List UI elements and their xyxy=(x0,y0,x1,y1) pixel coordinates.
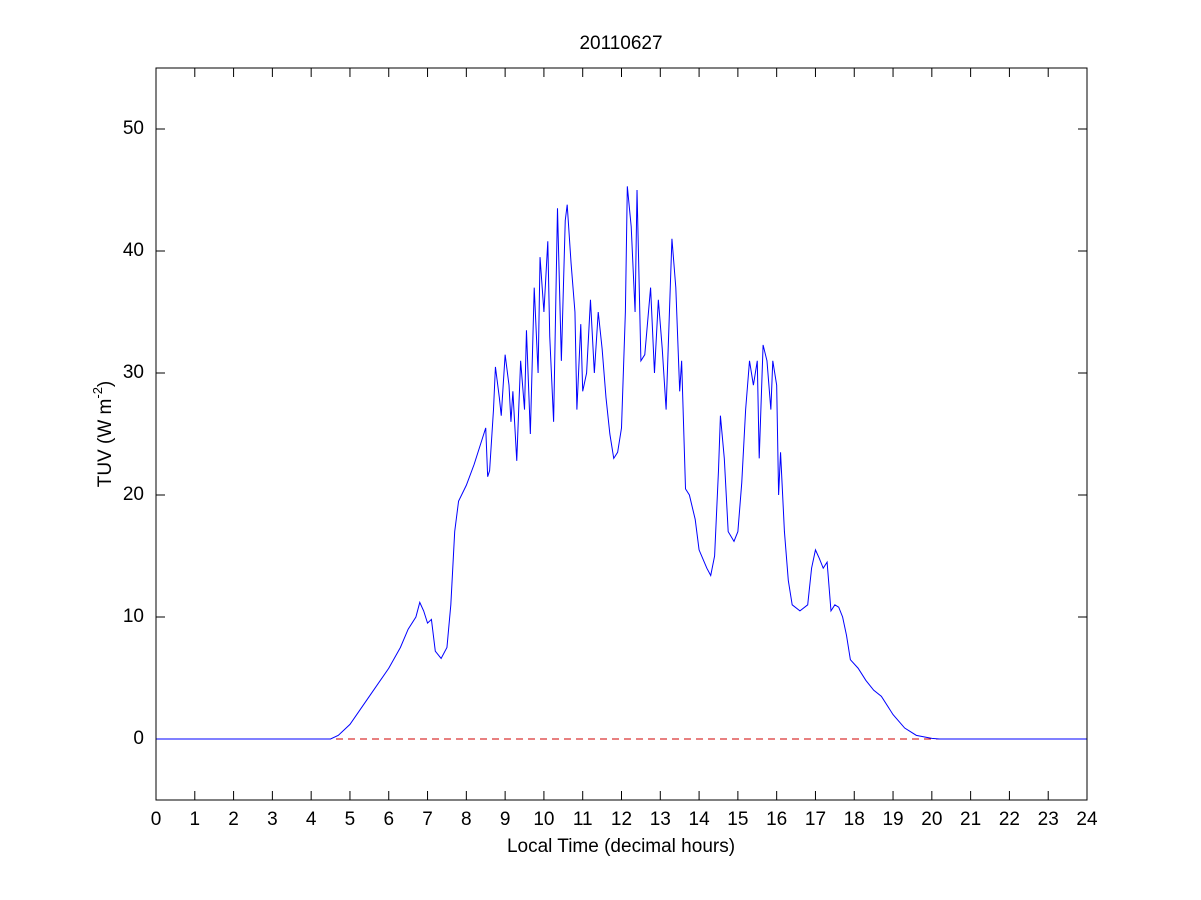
y-tick-label: 50 xyxy=(123,118,144,139)
x-tick-label: 20 xyxy=(921,809,942,830)
x-tick-label: 5 xyxy=(345,809,356,830)
x-tick-label: 6 xyxy=(383,809,394,830)
chart-title: 20110627 xyxy=(579,33,662,54)
x-tick-label: 16 xyxy=(766,809,787,830)
y-tick-label: 30 xyxy=(123,362,144,383)
x-tick-label: 23 xyxy=(1038,809,1059,830)
x-tick-label: 9 xyxy=(500,809,511,830)
y-tick-label: 10 xyxy=(123,606,144,627)
plot-frame xyxy=(155,67,1088,801)
x-tick-label: 12 xyxy=(611,809,632,830)
x-tick-label: 2 xyxy=(228,809,239,830)
x-tick-label: 1 xyxy=(190,809,201,830)
x-tick-label: 8 xyxy=(461,809,472,830)
x-tick-label: 18 xyxy=(844,809,865,830)
x-tick-label: 13 xyxy=(650,809,671,830)
data-line xyxy=(156,186,1087,740)
y-axis-label-sup: -2 xyxy=(90,387,105,399)
x-tick-label: 0 xyxy=(151,809,162,830)
y-tick-label: 20 xyxy=(123,484,144,505)
x-tick-label: 11 xyxy=(573,809,593,830)
y-axis-label: TUV (W m-2) xyxy=(90,381,116,488)
y-axis-label-end: ) xyxy=(95,381,116,387)
y-axis-label-text: TUV (W m xyxy=(95,399,116,488)
x-tick-label: 22 xyxy=(999,809,1020,830)
x-tick-label: 7 xyxy=(422,809,433,830)
x-tick-label: 10 xyxy=(533,809,554,830)
x-tick-label: 21 xyxy=(960,809,981,830)
x-tick-label: 3 xyxy=(267,809,278,830)
x-tick-label: 4 xyxy=(306,809,317,830)
x-tick-label: 24 xyxy=(1076,809,1098,830)
x-tick-label: 17 xyxy=(805,809,826,830)
y-tick-label: 0 xyxy=(133,728,144,749)
y-tick-label: 40 xyxy=(123,240,144,261)
x-tick-label: 15 xyxy=(727,809,748,830)
x-tick-label: 14 xyxy=(689,809,711,830)
x-axis-label: Local Time (decimal hours) xyxy=(507,836,735,857)
x-tick-label: 19 xyxy=(882,809,903,830)
